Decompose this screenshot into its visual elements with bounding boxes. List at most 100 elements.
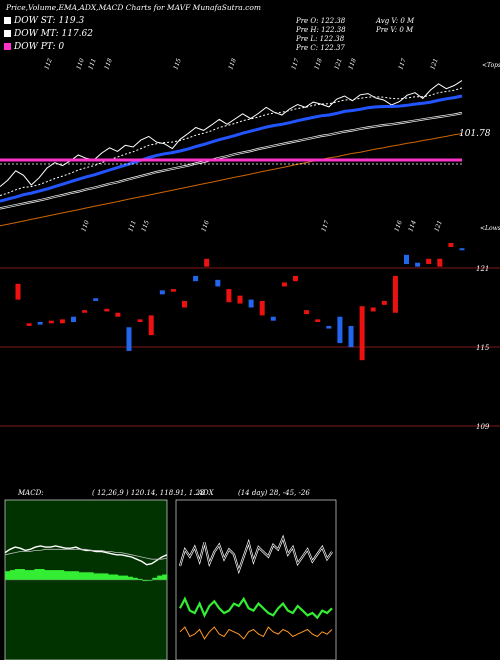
y-tick-label: 121: [476, 265, 490, 273]
price-candle: [215, 279, 221, 287]
macd-histogram-bar: [78, 572, 84, 580]
adx-line: [179, 536, 333, 573]
plus-di-line: [179, 596, 333, 620]
y-tick-label: 109: [476, 423, 490, 431]
top-annotation: 121: [429, 58, 439, 71]
price-candle: [359, 306, 365, 361]
macd-histogram-bar: [73, 571, 79, 580]
low-annotation: 117: [320, 219, 331, 232]
price-candle: [226, 289, 232, 303]
macd-histogram-bar: [83, 572, 89, 580]
avg-volume: Avg V: 0 M: [376, 17, 415, 25]
ema-line: [0, 87, 463, 196]
legend-dow-st: DOW ST: 119.3: [4, 16, 84, 27]
price-candle: [348, 325, 354, 347]
top-annotation: 117: [290, 57, 301, 70]
price-candle: [170, 289, 176, 292]
price-line: [0, 80, 463, 187]
price-candle: [204, 258, 210, 267]
macd-histogram-bar: [63, 571, 70, 580]
legend-label: DOW ST: 119.3: [14, 16, 85, 26]
macd-histogram-bar: [9, 570, 16, 580]
macd-label: MACD:: [18, 489, 44, 497]
macd-histogram-bar: [5, 571, 11, 580]
top-annotation: 110: [75, 57, 86, 70]
legend-dow-pt: DOW PT: 0: [4, 42, 64, 53]
price-candle: [137, 319, 143, 322]
macd-histogram-bar: [132, 577, 138, 580]
price-candle: [37, 321, 43, 325]
macd-histogram-bar: [147, 580, 153, 581]
ema-line: [0, 133, 463, 227]
signal-line: [4, 548, 168, 560]
adx-values: (14 day) 28, -45, -26: [238, 489, 310, 497]
macd-histogram-bar: [68, 571, 75, 580]
macd-histogram-bar: [59, 570, 65, 580]
price-candle: [381, 300, 387, 305]
price-level-label: 101.78: [459, 129, 491, 139]
price-candle: [337, 316, 343, 344]
macd-histogram-bar: [39, 569, 45, 580]
price-candle: [148, 315, 154, 336]
price-candle: [404, 254, 409, 265]
low-annotation: 111: [127, 220, 137, 233]
price-candle: [326, 325, 332, 329]
price-candle: [82, 310, 88, 313]
low-annotation: 116: [200, 219, 211, 232]
top-annotation: 115: [172, 57, 183, 70]
macd-histogram-bar: [19, 569, 25, 580]
prev-close: Pre C: 122.37: [296, 44, 345, 52]
low-annotation: 115: [140, 219, 151, 232]
macd-histogram-bar: [162, 574, 168, 580]
lows-label: <Lows: [480, 225, 500, 232]
price-candle: [104, 308, 110, 312]
price-candle: [415, 262, 421, 267]
low-annotation: 114: [407, 219, 418, 232]
top-annotation: 118: [347, 57, 358, 70]
prev-low: Pre L: 122.38: [296, 35, 345, 43]
price-candle: [426, 258, 432, 265]
price-candle: [370, 307, 376, 312]
adx-background: [175, 499, 337, 660]
y-tick-label: 115: [476, 344, 490, 352]
macd-histogram-bar: [122, 575, 129, 580]
price-candle: [293, 275, 298, 282]
chart-title: Price,Volume,EMA,ADX,MACD Charts for MAV…: [6, 3, 261, 12]
macd-histogram-bar: [44, 570, 50, 580]
price-candle: [392, 275, 398, 313]
top-annotation: 121: [333, 58, 343, 71]
price-candle: [281, 282, 287, 287]
macd-histogram-bar: [157, 575, 163, 580]
price-candle: [237, 295, 243, 304]
legend-dow-mt: DOW MT: 117.62: [4, 29, 93, 40]
macd-histogram-bar: [93, 573, 99, 580]
prev-high: Pre H: 122.38: [296, 26, 346, 34]
price-candle: [26, 323, 32, 326]
macd-histogram-bar: [113, 574, 119, 580]
price-candle: [15, 283, 21, 300]
price-candle: [93, 298, 99, 301]
macd-histogram-bar: [14, 569, 21, 580]
low-annotation: 110: [80, 219, 91, 232]
macd-histogram-bar: [108, 574, 114, 580]
price-candle: [71, 316, 76, 322]
minus-di-line: [179, 626, 333, 640]
tops-label: <Tops: [482, 62, 500, 69]
price-candle: [126, 327, 132, 351]
price-candle: [159, 290, 165, 295]
price-candle: [59, 319, 65, 324]
top-annotation: 118: [313, 57, 324, 70]
top-annotation: 118: [227, 57, 238, 70]
top-annotation: 118: [103, 57, 114, 70]
legend-label: DOW PT: 0: [14, 42, 65, 52]
price-candle: [115, 312, 121, 317]
macd-values: ( 12,26,9 ) 120.14, 118.91, 1.23: [92, 489, 205, 497]
macd-histogram-bar: [137, 578, 143, 580]
top-annotation: 117: [397, 57, 408, 70]
price-candle: [182, 300, 187, 308]
macd-histogram-bar: [127, 576, 133, 580]
price-candle: [193, 275, 199, 282]
top-annotation: 112: [43, 57, 54, 70]
